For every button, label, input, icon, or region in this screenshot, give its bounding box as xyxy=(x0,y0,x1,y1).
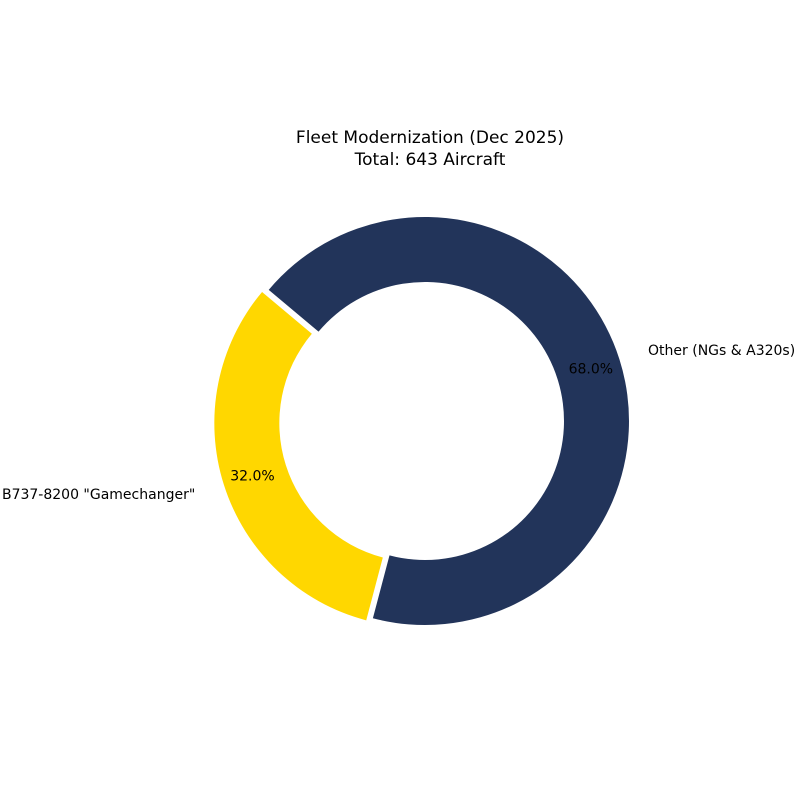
slice-label-1: Other (NGs & A320s) xyxy=(648,343,795,359)
slice-0 xyxy=(214,291,383,621)
slice-label-0: B737-8200 "Gamechanger" xyxy=(2,487,195,503)
chart-subtitle: Total: 643 Aircraft xyxy=(354,150,506,170)
slice-1 xyxy=(268,217,630,626)
slice-pct-label-1: 68.0% xyxy=(569,361,613,377)
chart-title: Fleet Modernization (Dec 2025) xyxy=(296,128,564,148)
label-group: B737-8200 "Gamechanger" 32.0% Other (NGs &… xyxy=(2,343,795,503)
slice-group xyxy=(214,217,630,626)
slice-pct-label-0: 32.0% xyxy=(230,469,274,485)
